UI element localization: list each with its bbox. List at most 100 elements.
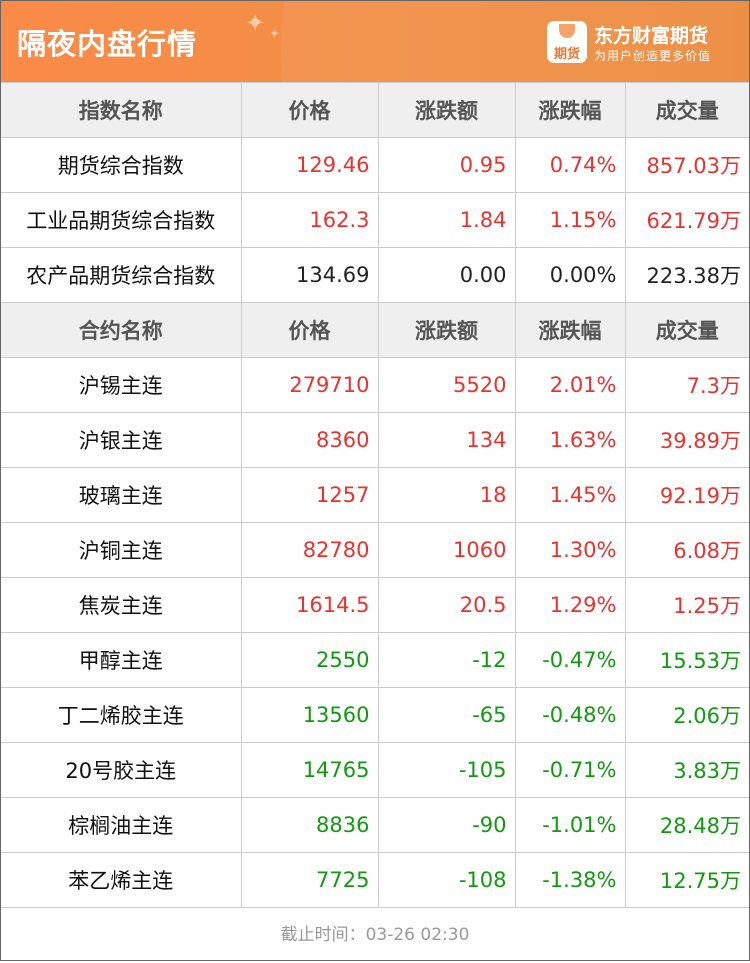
sparkle-icon: ✦ — [245, 9, 266, 37]
column-header: 涨跌幅 — [514, 302, 626, 358]
cell-price: 1614.5 — [240, 577, 379, 633]
cell-change: -65 — [377, 687, 516, 743]
table-row: 沪锡主连 279710 5520 2.01% 7.3万 — [1, 357, 749, 413]
cell-volume: 39.89万 — [624, 412, 749, 468]
brand-logo: 期货 — [547, 21, 587, 63]
contract-header-row: 合约名称 价格 涨跌额 涨跌幅 成交量 — [1, 302, 749, 358]
cell-pct: 0.74% — [514, 137, 626, 193]
deadline-time: 截止时间：03-26 02:30 — [280, 925, 470, 945]
cell-price: 129.46 — [240, 137, 379, 193]
quotes-table: 指数名称 价格 涨跌额 涨跌幅 成交量 期货综合指数 129.46 0.95 0.74% 857.… — [1, 82, 749, 908]
cell-name: 甲醇主连 — [1, 632, 242, 688]
cell-change: 0.95 — [377, 137, 516, 193]
column-header: 成交量 — [624, 82, 749, 138]
cell-change: 1060 — [377, 522, 516, 578]
cell-name: 玻璃主连 — [1, 467, 242, 523]
cell-volume: 2.06万 — [624, 687, 749, 743]
cell-change: 20.5 — [377, 577, 516, 633]
column-header: 合约名称 — [1, 302, 242, 358]
table-row: 沪银主连 8360 134 1.63% 39.89万 — [1, 412, 749, 468]
cell-name: 棕榈油主连 — [1, 797, 242, 853]
column-header: 涨跌额 — [377, 82, 516, 138]
table-row: 玻璃主连 1257 18 1.45% 92.19万 — [1, 467, 749, 523]
column-header: 指数名称 — [1, 82, 242, 138]
cell-volume: 7.3万 — [624, 357, 749, 413]
sparkle-icon: ✦ — [269, 27, 280, 42]
cell-name: 20号胶主连 — [1, 742, 242, 798]
cell-name: 沪铜主连 — [1, 522, 242, 578]
cell-name: 丁二烯胶主连 — [1, 687, 242, 743]
cell-price: 1257 — [240, 467, 379, 523]
cell-pct: -0.47% — [514, 632, 626, 688]
cell-change: 1.84 — [377, 192, 516, 248]
cell-name: 农产品期货综合指数 — [1, 247, 242, 303]
cell-price: 13560 — [240, 687, 379, 743]
table-row: 工业品期货综合指数 162.3 1.84 1.15% 621.79万 — [1, 192, 749, 248]
cell-change: -90 — [377, 797, 516, 853]
table-row: 丁二烯胶主连 13560 -65 -0.48% 2.06万 — [1, 687, 749, 743]
cell-name: 沪银主连 — [1, 412, 242, 468]
cell-pct: 1.15% — [514, 192, 626, 248]
cell-price: 162.3 — [240, 192, 379, 248]
column-header: 涨跌幅 — [514, 82, 626, 138]
cell-name: 沪锡主连 — [1, 357, 242, 413]
cell-change: -105 — [377, 742, 516, 798]
brand-slogan: 为用户创造更多价值 — [594, 49, 712, 63]
cell-name: 苯乙烯主连 — [1, 852, 242, 908]
index-header-row: 指数名称 价格 涨跌额 涨跌幅 成交量 — [1, 82, 749, 138]
cell-volume: 28.48万 — [624, 797, 749, 853]
cell-price: 8360 — [240, 412, 379, 468]
cell-price: 134.69 — [240, 247, 379, 303]
table-row: 棕榈油主连 8836 -90 -1.01% 28.48万 — [1, 797, 749, 853]
cell-pct: -0.48% — [514, 687, 626, 743]
cell-volume: 15.53万 — [624, 632, 749, 688]
cell-pct: 1.30% — [514, 522, 626, 578]
cell-name: 期货综合指数 — [1, 137, 242, 193]
cell-price: 279710 — [240, 357, 379, 413]
cell-change: -108 — [377, 852, 516, 908]
cell-volume: 857.03万 — [624, 137, 749, 193]
cell-pct: -0.71% — [514, 742, 626, 798]
cell-price: 2550 — [240, 632, 379, 688]
cell-change: 5520 — [377, 357, 516, 413]
cell-change: 134 — [377, 412, 516, 468]
page-title: 隔夜内盘行情 — [17, 27, 198, 61]
cell-pct: -1.38% — [514, 852, 626, 908]
brand-name: 东方财富期货 — [594, 25, 709, 47]
cell-change: -12 — [377, 632, 516, 688]
cell-pct: 1.29% — [514, 577, 626, 633]
table-row: 甲醇主连 2550 -12 -0.47% 15.53万 — [1, 632, 749, 688]
cell-pct: 2.01% — [514, 357, 626, 413]
cell-pct: -1.01% — [514, 797, 626, 853]
column-header: 价格 — [240, 302, 379, 358]
cell-name: 工业品期货综合指数 — [1, 192, 242, 248]
table-row: 20号胶主连 14765 -105 -0.71% 3.83万 — [1, 742, 749, 798]
table-row: 农产品期货综合指数 134.69 0.00 0.00% 223.38万 — [1, 247, 749, 303]
cell-change: 18 — [377, 467, 516, 523]
cell-price: 82780 — [240, 522, 379, 578]
cell-volume: 621.79万 — [624, 192, 749, 248]
header-banner: 隔夜内盘行情 ✦ ✦ 期货 东方财富期货 为用户创造更多价值 — [1, 1, 749, 82]
cell-price: 8836 — [240, 797, 379, 853]
column-header: 价格 — [240, 82, 379, 138]
table-row: 期货综合指数 129.46 0.95 0.74% 857.03万 — [1, 137, 749, 193]
table-row: 沪铜主连 82780 1060 1.30% 6.08万 — [1, 522, 749, 578]
column-header: 涨跌额 — [377, 302, 516, 358]
table-row: 苯乙烯主连 7725 -108 -1.38% 12.75万 — [1, 852, 749, 908]
cell-pct: 1.63% — [514, 412, 626, 468]
cell-volume: 92.19万 — [624, 467, 749, 523]
cell-price: 14765 — [240, 742, 379, 798]
cell-pct: 1.45% — [514, 467, 626, 523]
cell-name: 焦炭主连 — [1, 577, 242, 633]
cell-change: 0.00 — [377, 247, 516, 303]
cell-price: 7725 — [240, 852, 379, 908]
cell-volume: 223.38万 — [624, 247, 749, 303]
table-row: 焦炭主连 1614.5 20.5 1.29% 1.25万 — [1, 577, 749, 633]
cell-volume: 1.25万 — [624, 577, 749, 633]
cell-volume: 6.08万 — [624, 522, 749, 578]
cell-volume: 3.83万 — [624, 742, 749, 798]
cell-pct: 0.00% — [514, 247, 626, 303]
column-header: 成交量 — [624, 302, 749, 358]
cell-volume: 12.75万 — [624, 852, 749, 908]
